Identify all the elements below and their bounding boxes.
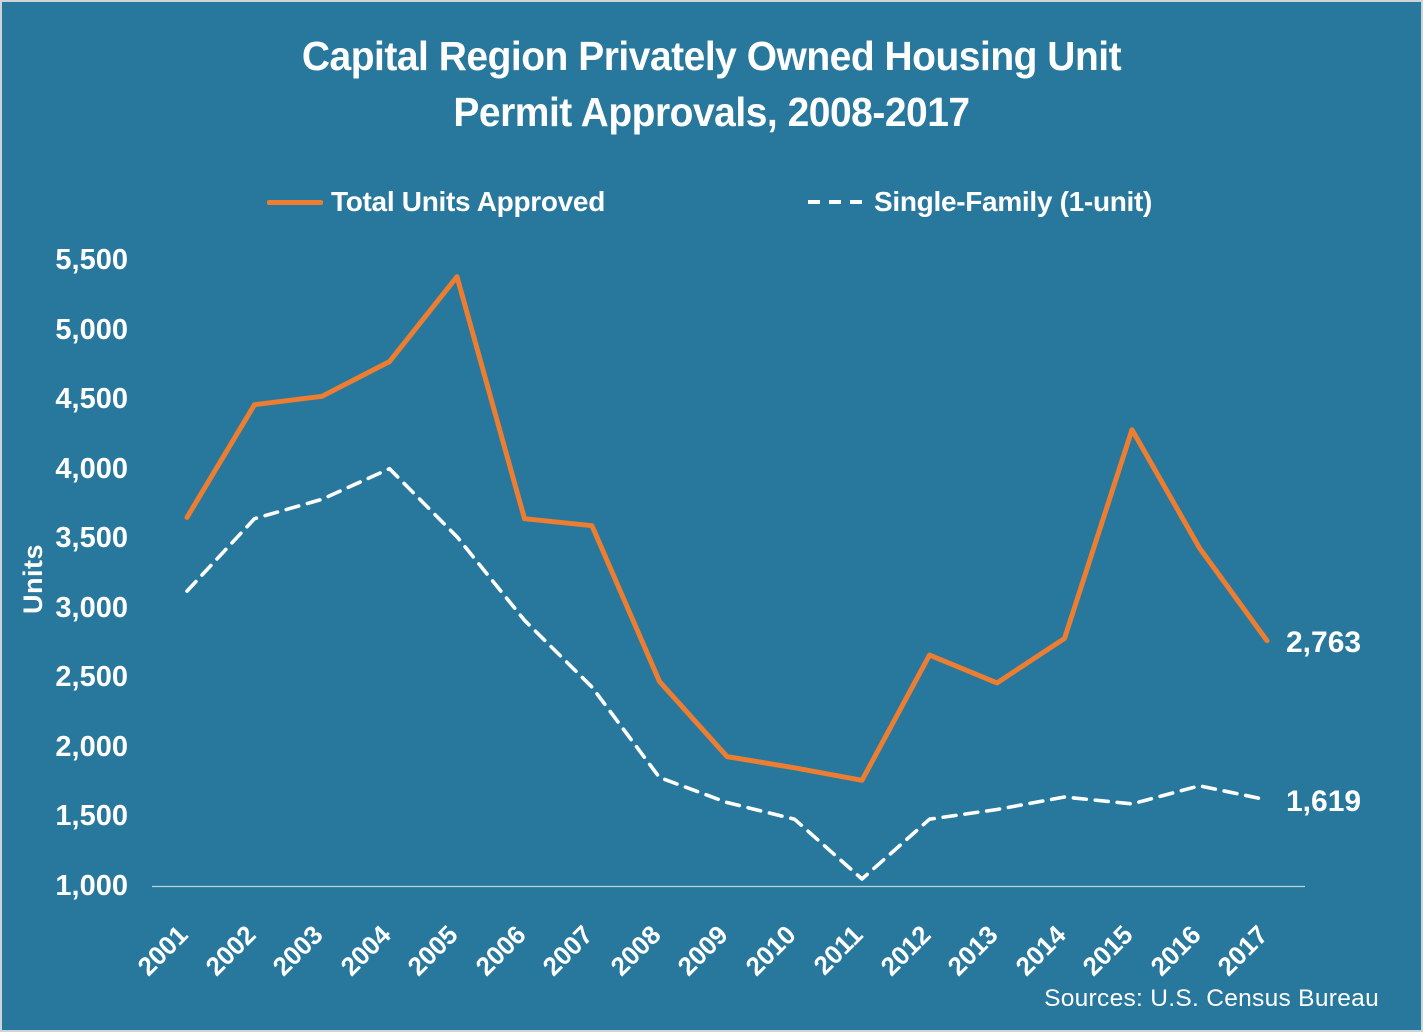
y-axis-tick-label: 1,500 bbox=[55, 800, 128, 833]
y-axis-tick-label: 3,000 bbox=[55, 591, 128, 624]
chart-title-line1: Capital Region Privately Owned Housing U… bbox=[301, 33, 1122, 79]
total-units-line-swatch-icon bbox=[267, 199, 323, 205]
y-axis-tick-label: 1,000 bbox=[55, 870, 128, 902]
single-family-dash-swatch-icon bbox=[808, 200, 866, 204]
y-axis-tick-label: 5,000 bbox=[55, 313, 128, 346]
y-axis-tick-label: 2,000 bbox=[55, 730, 128, 763]
y-axis-tick-label: 4,500 bbox=[55, 383, 128, 416]
legend-item-single-family: Single-Family (1-unit) bbox=[808, 184, 1152, 220]
chart-title: Capital Region Privately Owned Housing U… bbox=[37, 28, 1385, 140]
total-units-line bbox=[184, 274, 1270, 783]
single-family-line bbox=[185, 466, 1269, 881]
y-axis-tick-label: 2,500 bbox=[55, 661, 128, 694]
y-axis-tick-label: 5,500 bbox=[55, 244, 128, 276]
single-family-end-value-label: 1,619 bbox=[1286, 784, 1362, 818]
legend: Total Units Approved Single-Family (1-un… bbox=[2, 184, 1421, 220]
y-axis-tick-label: 3,500 bbox=[55, 522, 128, 555]
legend-label-single-family: Single-Family (1-unit) bbox=[874, 186, 1153, 217]
source-credit: Sources: U.S. Census Bureau bbox=[1044, 985, 1379, 1012]
chart-title-line2: Permit Approvals, 2008-2017 bbox=[453, 89, 970, 135]
legend-label-total-units: Total Units Approved bbox=[331, 186, 606, 217]
y-axis-tick-label: 4,000 bbox=[55, 452, 128, 485]
legend-item-total-units: Total Units Approved bbox=[267, 184, 605, 220]
total-units-end-value-label: 2,763 bbox=[1286, 625, 1362, 659]
